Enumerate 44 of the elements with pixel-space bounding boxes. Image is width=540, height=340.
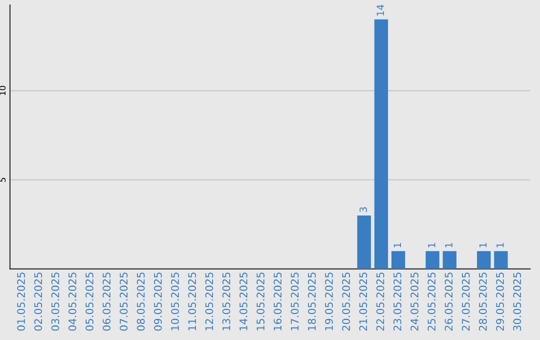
x-tick-label: 11.05.2025	[188, 272, 196, 330]
x-tick-label: 05.05.2025	[86, 272, 94, 331]
x-tick-label: 30.05.2025	[513, 272, 522, 331]
x-tick-label: 03.05.2025	[51, 272, 60, 331]
bar	[442, 251, 456, 269]
x-tick-label: 16.05.2025	[274, 272, 282, 330]
data-label: 1	[445, 243, 452, 248]
bar	[476, 251, 491, 269]
x-tick-label: 08.05.2025	[136, 272, 145, 331]
x-tick-label: 22.05.2025	[376, 272, 384, 331]
data-label: 14	[376, 4, 384, 16]
x-tick-label: 27.05.2025	[462, 272, 470, 331]
data-label: 1	[479, 243, 487, 248]
x-tick-label: 01.05.2025	[17, 272, 25, 331]
x-tick-label: 06.05.2025	[102, 272, 111, 331]
bar	[494, 251, 508, 269]
x-tick-label: 04.05.2025	[68, 272, 76, 331]
x-tick-label: 09.05.2025	[154, 272, 162, 331]
x-tick-label: 25.05.2025	[428, 272, 436, 331]
bar	[391, 251, 406, 269]
x-tick-label: 28.05.2025	[478, 272, 487, 331]
x-tick-label: 17.05.2025	[290, 272, 299, 330]
bar	[426, 251, 440, 269]
x-tick-label: 14.05.2025	[239, 272, 248, 330]
x-tick-label: 23.05.2025	[393, 272, 402, 331]
data-label: 1	[428, 243, 436, 248]
x-tick-label: 18.05.2025	[308, 272, 316, 330]
x-tick-label: 07.05.2025	[120, 272, 128, 331]
data-label: 1	[496, 243, 504, 248]
x-tick-label: 02.05.2025	[34, 272, 42, 331]
x-tick-label: 15.05.2025	[256, 272, 264, 330]
x-tick-label: 26.05.2025	[444, 272, 453, 331]
x-tick-label: 29.05.2025	[496, 272, 504, 331]
data-label: 3	[360, 207, 367, 212]
x-tick-label: 10.05.2025	[171, 272, 179, 330]
data-label: 1	[394, 243, 401, 248]
x-tick-label: 12.05.2025	[205, 272, 214, 330]
x-tick-label: 21.05.2025	[359, 272, 368, 331]
bar	[357, 215, 371, 269]
x-tick-label: 19.05.2025	[325, 272, 333, 330]
x-tick-label: 13.05.2025	[222, 272, 230, 330]
x-tick-label: 20.05.2025	[342, 272, 350, 331]
bar	[374, 19, 388, 269]
x-tick-label: 24.05.2025	[410, 272, 418, 331]
